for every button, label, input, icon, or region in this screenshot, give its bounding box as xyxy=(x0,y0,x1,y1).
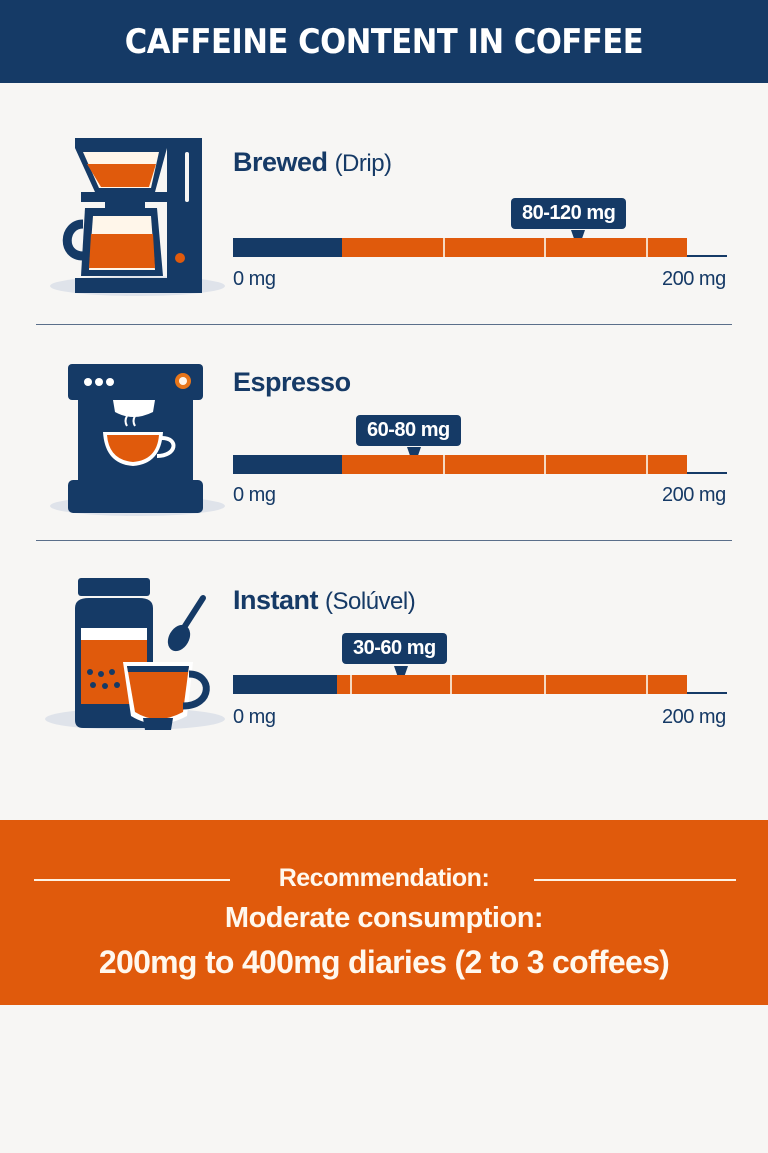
axis-min-label: 0 mg xyxy=(233,268,276,290)
axis-max-label: 200 mg xyxy=(662,268,726,290)
recommendation-line-1: Moderate consumption: xyxy=(224,902,544,934)
bar-tail xyxy=(687,472,727,474)
range-label-bubble: 80-120 mg xyxy=(511,198,627,229)
axis-min-label: 0 mg xyxy=(233,484,276,506)
bar-tick xyxy=(646,238,648,257)
axis-min-label: 0 mg xyxy=(233,706,276,728)
heading-rule-left xyxy=(34,879,230,881)
espresso-machine-icon xyxy=(68,364,203,513)
bar-baseline-segment xyxy=(233,675,337,694)
bar-baseline-segment xyxy=(233,455,342,474)
recommendation-heading: Recommendation: xyxy=(278,864,490,892)
recommendation-banner: Recommendation: Moderate consumption: 20… xyxy=(0,820,768,1005)
item-title: Espresso xyxy=(233,367,351,398)
bar-range-segment xyxy=(337,675,687,694)
bar-tick xyxy=(646,675,648,694)
bar-tick xyxy=(544,675,546,694)
bar-tick xyxy=(443,238,445,257)
bar-tick xyxy=(450,675,452,694)
bar-tick xyxy=(544,238,546,257)
bar-tail xyxy=(687,692,727,694)
coffee-item-brewed: Brewed (Drip) 80-120 mg 0 mg 200 mg xyxy=(0,120,768,320)
recommendation-line-2: 200mg to 400mg diaries (2 to 3 coffees) xyxy=(98,944,670,980)
bar-tick xyxy=(443,455,445,474)
range-label-bubble: 30-60 mg xyxy=(342,633,447,664)
axis-max-label: 200 mg xyxy=(662,484,726,506)
item-qualifier: (Drip) xyxy=(334,150,393,177)
coffee-item-espresso: Espresso 60-80 mg 0 mg 200 mg xyxy=(0,340,768,540)
bar-tail xyxy=(687,255,727,257)
bar-baseline-segment xyxy=(233,238,342,257)
instant-coffee-jar-icon xyxy=(75,578,210,730)
caffeine-bar xyxy=(233,455,728,474)
bar-tick xyxy=(544,455,546,474)
bar-tick xyxy=(350,675,352,694)
heading-rule-right xyxy=(534,879,736,881)
item-title: Instant (Solúvel) xyxy=(233,585,416,616)
bar-tick xyxy=(646,455,648,474)
item-name: Espresso xyxy=(233,367,351,397)
drip-coffee-maker-icon xyxy=(62,138,202,293)
item-title: Brewed (Drip) xyxy=(233,147,392,178)
section-divider xyxy=(36,540,732,541)
coffee-item-instant: Instant (Solúvel) 30-60 mg 0 mg 200 mg xyxy=(0,560,768,760)
caffeine-bar xyxy=(233,238,728,257)
item-qualifier: (Solúvel) xyxy=(325,588,416,615)
item-name: Instant xyxy=(233,585,319,615)
item-name: Brewed xyxy=(233,147,328,177)
bar-range-segment xyxy=(342,455,687,474)
page-title: CAFFEINE CONTENT IN COFFEE xyxy=(124,21,644,62)
caffeine-bar xyxy=(233,675,728,694)
bar-range-segment xyxy=(342,238,687,257)
section-divider xyxy=(36,324,732,325)
range-label-bubble: 60-80 mg xyxy=(356,415,461,446)
axis-max-label: 200 mg xyxy=(662,706,726,728)
header-bar: CAFFEINE CONTENT IN COFFEE xyxy=(0,0,768,83)
